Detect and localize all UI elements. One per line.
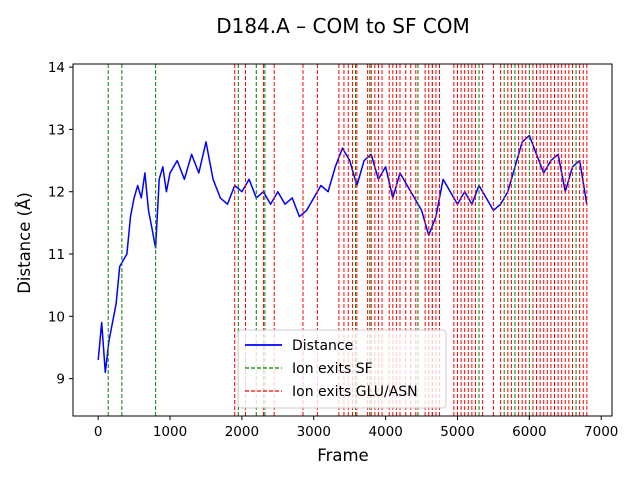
x-tick-label: 0 <box>94 424 103 440</box>
y-axis-label: Distance (Å) <box>15 192 34 294</box>
legend-frame <box>237 329 447 409</box>
y-tick-label: 14 <box>48 60 65 76</box>
y-tick-label: 9 <box>56 372 65 388</box>
x-tick-label: 7000 <box>584 424 618 440</box>
legend-label-glu-asn: Ion exits GLU/ASN <box>292 384 418 400</box>
y-tick-label: 12 <box>48 185 65 201</box>
x-tick-label: 5000 <box>440 424 474 440</box>
y-tick-label: 13 <box>48 122 65 138</box>
axes-frame <box>72 63 613 417</box>
x-axis-label: Frame <box>317 446 368 465</box>
legend-label-sf: Ion exits SF <box>292 361 373 377</box>
plot-area: 0 1000 2000 3000 4000 5000 6000 7000 9 10 11 12 13 14 <box>48 60 619 440</box>
chart-title: D184.A – COM to SF COM <box>216 14 470 38</box>
x-tick-label: 4000 <box>368 424 402 440</box>
legend-label-distance: Distance <box>292 338 353 354</box>
x-tick-label: 1000 <box>153 424 187 440</box>
y-tick-label: 10 <box>48 309 65 325</box>
x-tick-label: 3000 <box>297 424 331 440</box>
distance-series-line <box>97 134 588 374</box>
y-tick-label: 11 <box>48 247 65 263</box>
legend: Distance Ion exits SF Ion exits GLU/ASN <box>237 329 447 409</box>
x-tick-label: 2000 <box>225 424 259 440</box>
x-tick-label: 6000 <box>512 424 546 440</box>
